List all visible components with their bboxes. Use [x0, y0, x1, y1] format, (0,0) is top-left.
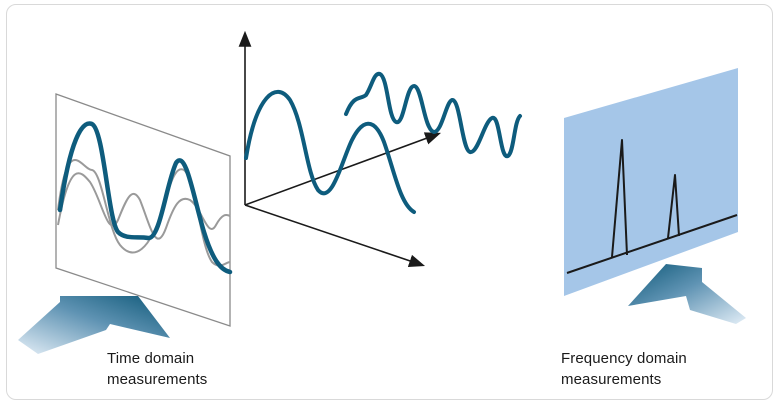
depth-axis — [244, 204, 426, 267]
time-domain-panel — [55, 93, 233, 327]
frequency-panel-background — [564, 68, 738, 296]
block-arrow-icon — [18, 296, 170, 354]
frequency-peak-1 — [611, 139, 628, 258]
wave-component-low — [244, 89, 416, 214]
signal-waves-3d — [244, 71, 522, 214]
frequency-domain-panel — [564, 68, 738, 296]
freq-caption-line2: measurements — [561, 371, 662, 388]
frequency-domain-caption: Frequency domain measurements — [561, 348, 687, 390]
frequency-peak-2 — [667, 174, 680, 239]
block-arrow-icon — [628, 264, 746, 324]
time-domain-caption: Time domain measurements — [107, 348, 207, 390]
wave-component-high — [344, 71, 522, 159]
time-caption-line2: measurements — [107, 371, 208, 388]
time-gray-wave-2 — [57, 172, 231, 240]
axes-3d — [238, 30, 442, 267]
time-signal-wave — [57, 121, 233, 275]
freq-caption-line1: Frequency domain — [561, 350, 687, 367]
time-caption-line1: Time domain — [107, 350, 195, 367]
frequency-baseline — [566, 214, 738, 274]
